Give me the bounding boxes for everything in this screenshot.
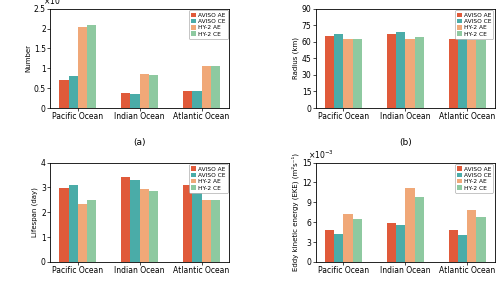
Bar	[211, 200, 220, 262]
Y-axis label: Radius (km): Radius (km)	[292, 37, 299, 79]
Bar	[414, 37, 424, 108]
Bar	[130, 94, 140, 108]
Bar	[414, 197, 424, 262]
Bar	[476, 217, 486, 262]
Y-axis label: Number: Number	[25, 44, 31, 72]
Bar	[183, 91, 192, 108]
Bar	[78, 26, 87, 108]
Text: (b): (b)	[399, 138, 411, 147]
Bar	[149, 75, 158, 108]
Bar	[458, 36, 467, 108]
Bar	[192, 91, 202, 108]
Bar	[121, 93, 130, 108]
Bar	[396, 33, 406, 108]
Bar	[406, 188, 414, 262]
Bar	[325, 230, 334, 262]
Bar	[325, 36, 334, 108]
Text: $\times10^{5}$: $\times10^{5}$	[43, 0, 64, 7]
Bar	[68, 185, 78, 262]
Bar	[458, 235, 467, 262]
Bar	[149, 191, 158, 262]
Bar	[467, 210, 476, 262]
Bar	[140, 189, 149, 262]
Bar	[344, 214, 352, 262]
Legend: AVISO AE, AVISO CE, HY-2 AE, HY-2 CE: AVISO AE, AVISO CE, HY-2 AE, HY-2 CE	[189, 164, 228, 193]
Bar	[448, 38, 458, 108]
Bar	[202, 200, 211, 262]
Bar	[183, 185, 192, 262]
Bar	[60, 188, 68, 262]
Bar	[202, 66, 211, 108]
Bar	[334, 34, 344, 108]
Bar	[334, 234, 344, 262]
Bar	[386, 223, 396, 262]
Bar	[344, 39, 352, 108]
Bar	[130, 180, 140, 262]
Legend: AVISO AE, AVISO CE, HY-2 AE, HY-2 CE: AVISO AE, AVISO CE, HY-2 AE, HY-2 CE	[189, 10, 228, 39]
Bar	[211, 66, 220, 108]
Legend: AVISO AE, AVISO CE, HY-2 AE, HY-2 CE: AVISO AE, AVISO CE, HY-2 AE, HY-2 CE	[454, 164, 494, 193]
Bar	[352, 39, 362, 108]
Bar	[386, 34, 396, 108]
Legend: AVISO AE, AVISO CE, HY-2 AE, HY-2 CE: AVISO AE, AVISO CE, HY-2 AE, HY-2 CE	[454, 10, 494, 39]
Text: $\times10^{-3}$: $\times10^{-3}$	[308, 148, 334, 161]
Bar	[352, 219, 362, 262]
Bar	[448, 230, 458, 262]
Bar	[467, 40, 476, 108]
Bar	[192, 182, 202, 262]
Bar	[476, 40, 486, 108]
Bar	[68, 76, 78, 108]
Bar	[121, 177, 130, 262]
Y-axis label: Eddy kinetic energy (EKE) (m²s⁻¹): Eddy kinetic energy (EKE) (m²s⁻¹)	[292, 153, 299, 271]
Text: (a): (a)	[134, 138, 146, 147]
Bar	[87, 25, 97, 108]
Bar	[140, 74, 149, 108]
Bar	[406, 39, 414, 108]
Bar	[87, 200, 97, 262]
Y-axis label: Lifespan (day): Lifespan (day)	[32, 187, 38, 237]
Bar	[396, 226, 406, 262]
Bar	[60, 80, 68, 108]
Bar	[78, 204, 87, 262]
